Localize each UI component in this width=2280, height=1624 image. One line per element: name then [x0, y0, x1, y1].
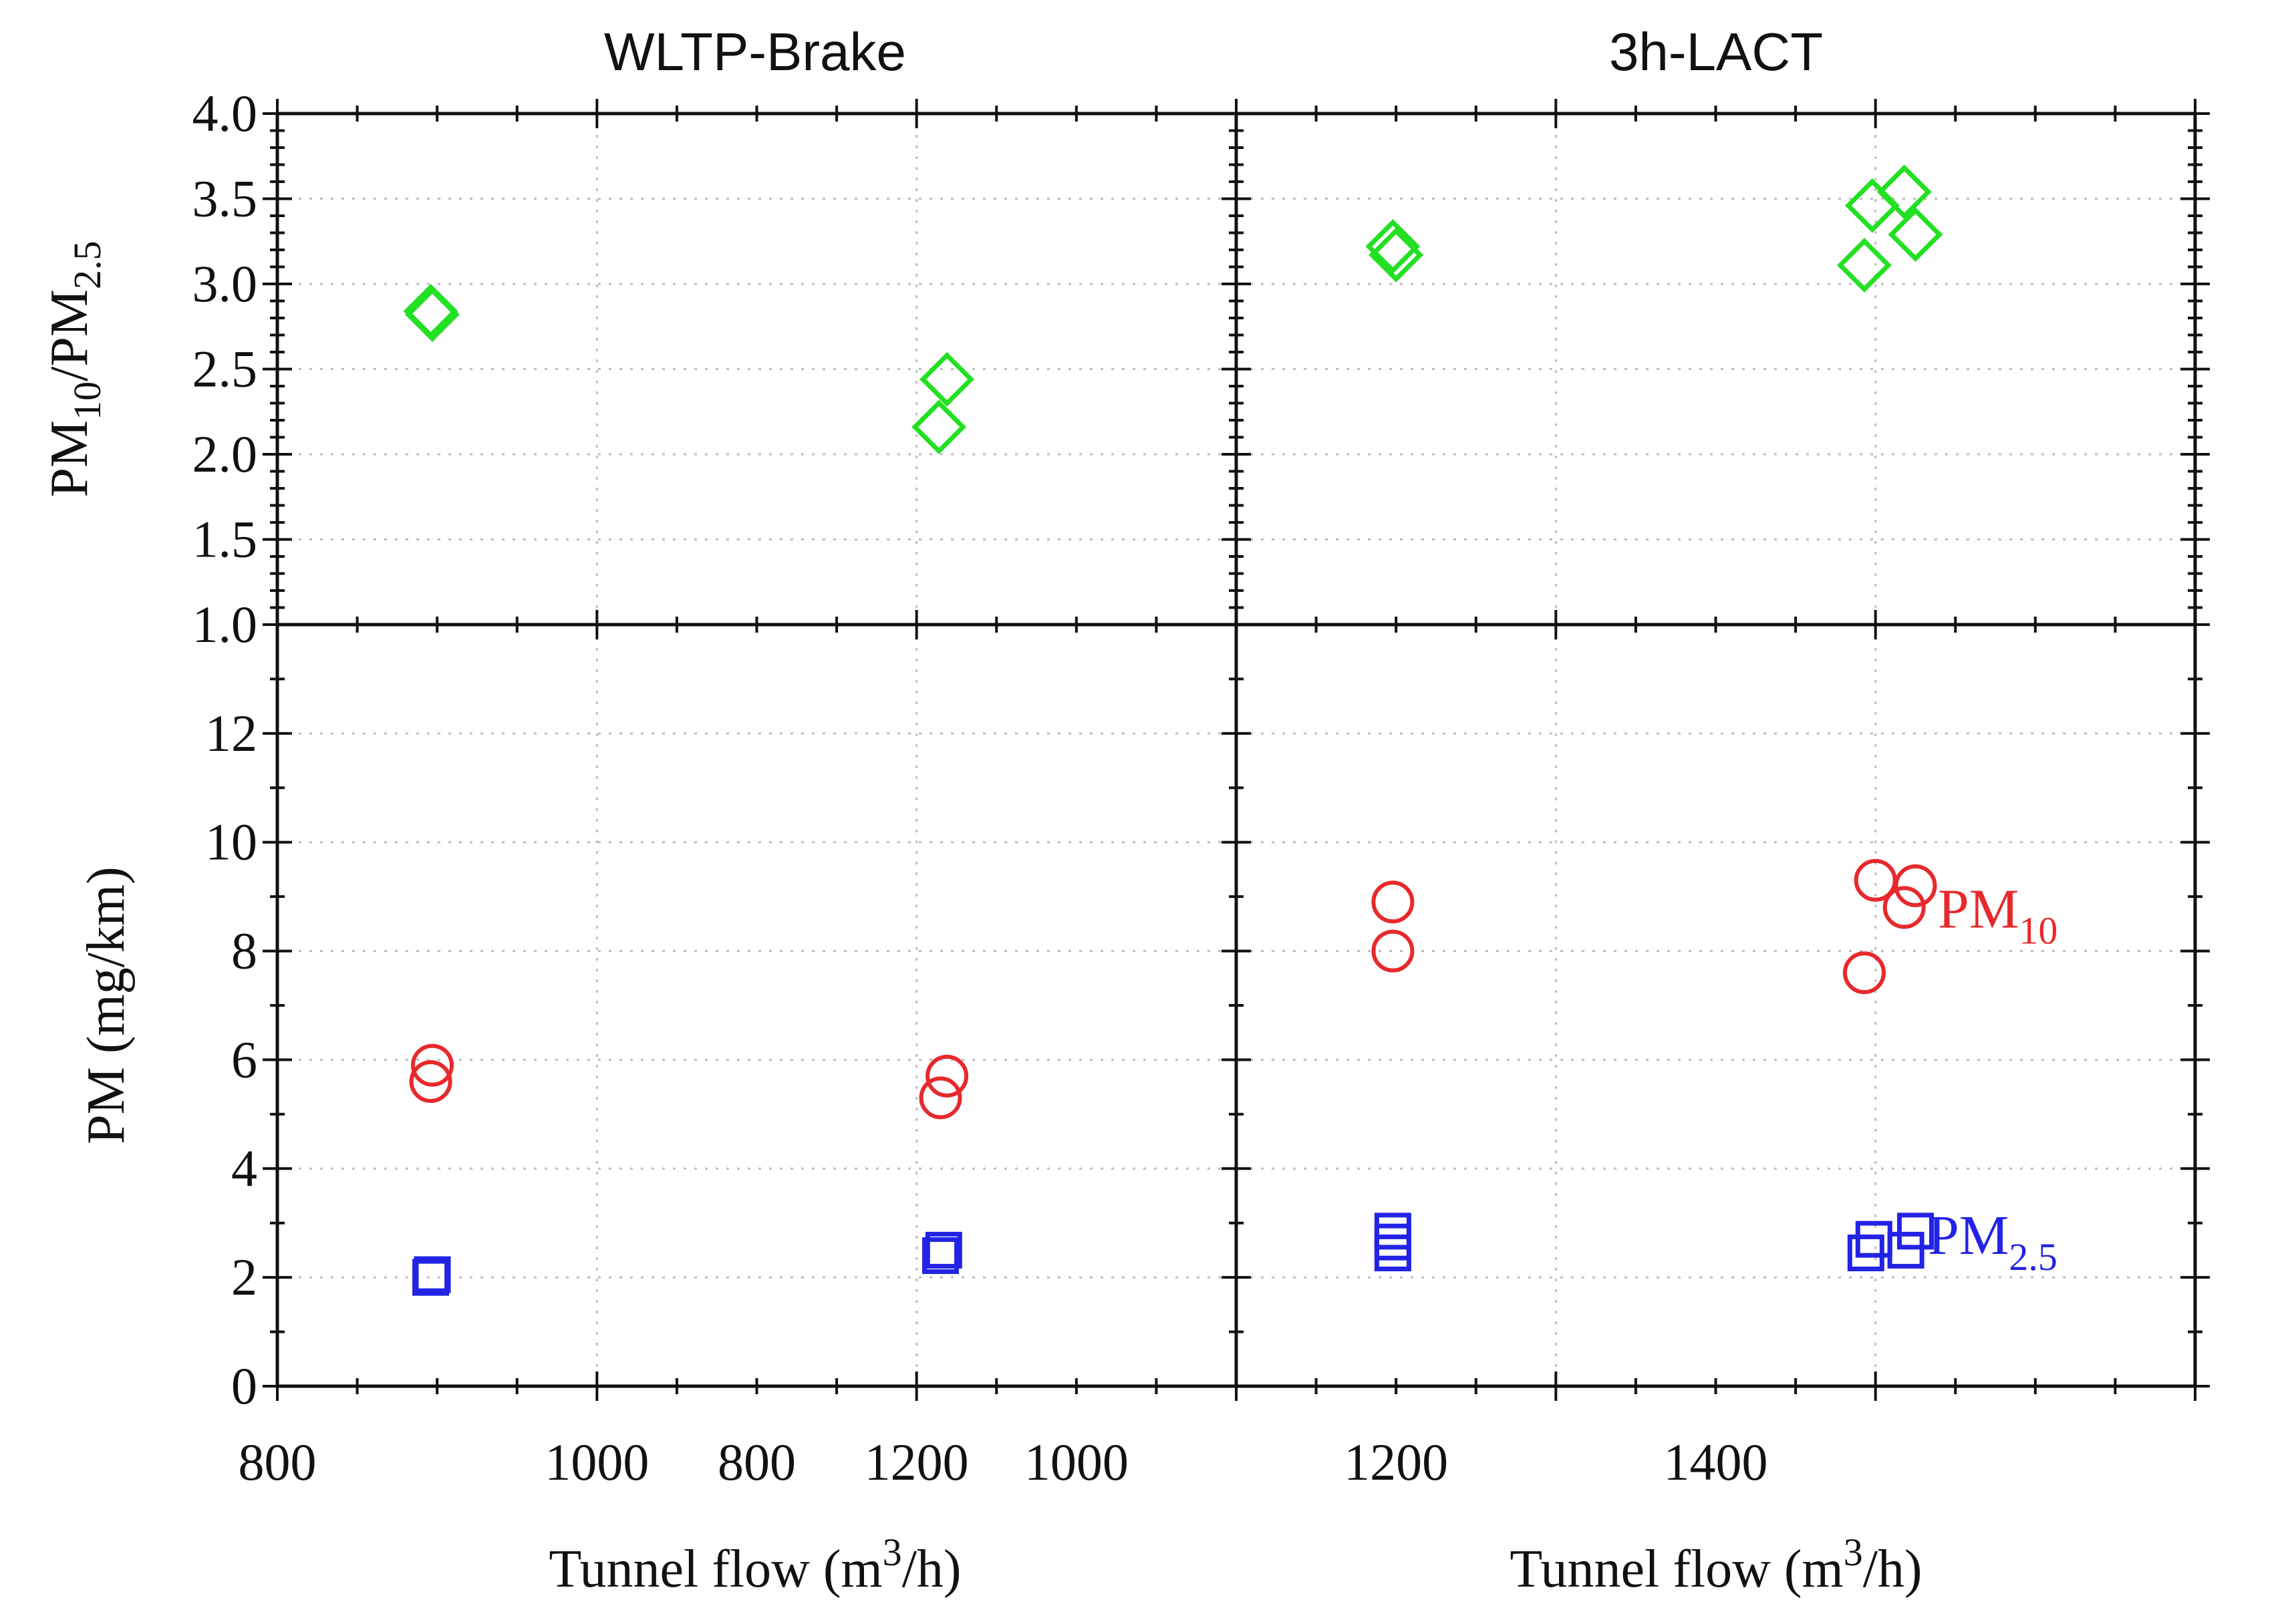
pm-y-axis-label: PM (mg/km): [77, 866, 136, 1144]
pm10-label-pm: PM: [1938, 878, 2019, 941]
square-pm2-5-3h-lact: [1896, 1212, 1934, 1250]
ratio-y-tick-label: 4.0: [192, 84, 258, 142]
square-pm2-5-3h-lact: [1887, 1231, 1925, 1269]
square-pm2-5-wltp-brake: [414, 1256, 451, 1293]
ratio-label-pm: PM: [40, 420, 99, 498]
ratio-y-tick-label: 3.0: [192, 255, 258, 313]
ratio-diamond-3h-lact: [1876, 164, 1932, 220]
panel-title-3h-lact: 3h-LACT: [1609, 22, 1823, 82]
circle-pm10-3h-lact: [1371, 929, 1415, 973]
x-tick-label: 1200: [865, 1433, 969, 1491]
pm-y-tick-label: 2: [231, 1248, 257, 1306]
pm-y-tick-label: 8: [231, 922, 257, 980]
ratio-diamond-wltp-brake: [911, 399, 967, 455]
ratio-diamond-wltp-brake: [405, 287, 460, 342]
square-pm2-5-3h-lact: [1847, 1235, 1884, 1271]
x-tick-label: 1000: [1024, 1433, 1129, 1491]
ratio-y-tick-label: 1.5: [192, 510, 258, 569]
pm25-series-label: PM2.5: [1928, 1204, 2057, 1279]
pm-y-tick-label: 6: [231, 1030, 257, 1088]
x-axis-label-text: Tunnel flow (m: [1510, 1540, 1843, 1599]
ratio-y-tick-label: 2.0: [192, 425, 258, 483]
ratio-diamond-3h-lact: [1836, 238, 1892, 293]
circle-pm10-3h-lact: [1894, 864, 1937, 907]
pm25-label-pm: PM: [1928, 1204, 2009, 1267]
x-tick-label: 800: [239, 1433, 317, 1491]
ratio-y-tick-label: 2.5: [192, 340, 258, 398]
ratio-diamond-wltp-brake: [919, 351, 975, 407]
ratio-label-sub-10: 10: [65, 381, 109, 420]
square-pm2-5-3h-lact: [1374, 1223, 1411, 1261]
axis-labels: 1.0 1.5 2.0 2.5 3.0 3.5 4.0 0 2 4 6 8 10 12 800 1000 120…: [40, 84, 2057, 1599]
panel-title-wltp-brake: WLTP-Brake: [604, 22, 906, 82]
x-axis-label-right: Tunnel flow (m3/h): [1510, 1530, 1922, 1599]
pm-y-tick-label: 4: [231, 1139, 257, 1197]
ratio-label-slash-pm: /PM: [40, 289, 99, 381]
ratio-diamond-3h-lact: [1369, 227, 1424, 283]
pm25-label-sub: 2.5: [2009, 1235, 2057, 1279]
circle-pm10-wltp-brake: [410, 1043, 454, 1087]
x-tick-label: 1400: [1664, 1433, 1768, 1491]
square-pm2-5-3h-lact: [1374, 1212, 1411, 1250]
pm10-label-sub: 10: [2019, 909, 2057, 953]
x-axis-label-superscript: 3: [1844, 1530, 1863, 1574]
ratio-diamond-3h-lact: [1888, 207, 1943, 262]
pm-y-tick-label: 10: [205, 813, 257, 871]
circle-pm10-wltp-brake: [919, 1076, 962, 1120]
x-axis-label-left: Tunnel flow (m3/h): [549, 1530, 961, 1599]
circle-pm10-3h-lact: [1882, 886, 1926, 929]
x-tick-label: 1200: [1344, 1433, 1448, 1491]
ratio-label-sub-25: 2.5: [65, 241, 109, 290]
pm-y-tick-label: 12: [205, 704, 257, 762]
square-pm2-5-3h-lact: [1855, 1221, 1892, 1258]
ratio-y-tick-label: 1.0: [192, 595, 258, 653]
ratio-y-tick-label: 3.5: [192, 170, 258, 228]
x-axis-label-text: Tunnel flow (m: [549, 1540, 882, 1599]
x-axis-label-unit-end: /h): [1863, 1540, 1922, 1599]
circle-pm10-3h-lact: [1371, 880, 1415, 924]
gridlines: [277, 114, 2195, 1386]
circle-pm10-wltp-brake: [409, 1060, 452, 1103]
x-axis-label-superscript: 3: [883, 1530, 902, 1574]
square-pm2-5-wltp-brake: [925, 1231, 962, 1269]
ratio-diamond-3h-lact: [1365, 218, 1421, 274]
circle-pm10-3h-lact: [1842, 951, 1886, 995]
x-axis-label-unit-end: /h): [902, 1540, 962, 1599]
x-tick-label: 800: [718, 1433, 796, 1491]
ratio-diamond-3h-lact: [1844, 178, 1900, 233]
pm-y-tick-label: 0: [231, 1357, 257, 1415]
circle-pm10-wltp-brake: [925, 1054, 969, 1098]
square-pm2-5-3h-lact: [1374, 1235, 1411, 1271]
square-pm2-5-wltp-brake: [922, 1237, 960, 1275]
x-tick-label: 1000: [545, 1433, 649, 1491]
data-markers: [403, 164, 1943, 1296]
ratio-y-axis-label: PM10/PM2.5: [40, 241, 109, 498]
pm10-series-label: PM10: [1938, 878, 2057, 953]
